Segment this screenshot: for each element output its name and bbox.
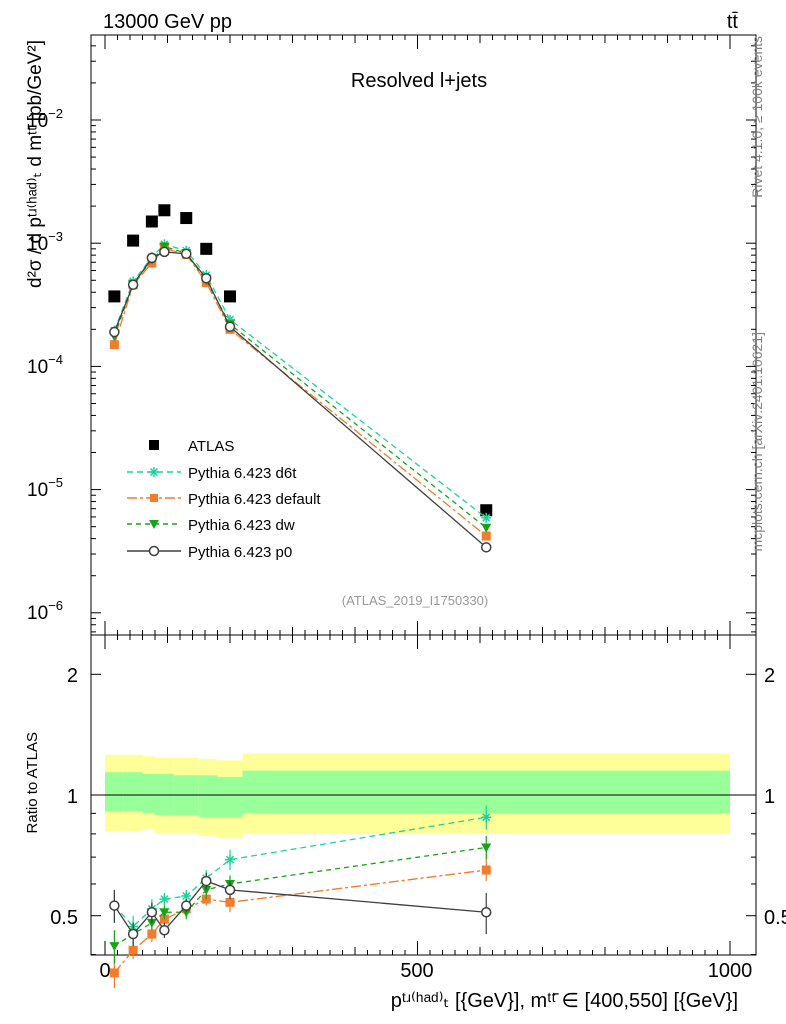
legend-marker-p0: [148, 545, 160, 557]
main-marker-data: [127, 234, 140, 247]
ratio-marker-p0: [146, 907, 158, 918]
ratio-marker-d6t: [159, 894, 170, 905]
main-y-tick-labels: 10−2 10−3 10−4 10−5 10−6: [27, 106, 63, 624]
ratio-marker-default: [128, 945, 138, 955]
mcplots-label: mcplots.cern.ch [arXiv:2401.10621]: [749, 332, 765, 551]
ratio-marker-p0: [159, 924, 170, 936]
legend-marker-d6t: [149, 467, 159, 477]
main-marker-data: [108, 290, 121, 303]
ratio-marker-p0: [127, 928, 139, 940]
main-y-tick-label: 10−3: [27, 229, 63, 255]
ratio-marker-dw: [109, 942, 120, 952]
inner-band-segment: [217, 776, 243, 818]
inner-band-segment: [105, 772, 124, 812]
main-y-tick-label: 10−6: [27, 598, 63, 624]
legend: ATLAS Pythia 6.423 d6t Pythia 6.423 defa…: [127, 438, 321, 561]
main-marker-data: [480, 504, 493, 517]
main-marker-data: [158, 204, 171, 217]
legend-marker-atlas: [149, 440, 159, 450]
inner-band-segment: [123, 772, 143, 812]
ratio-y-axis-label: Ratio to ATLAS: [24, 732, 41, 833]
x-tick-label-1000: 1000: [708, 960, 753, 982]
main-marker-p0: [127, 279, 139, 290]
main-y-tick-label: 10−5: [27, 475, 63, 501]
ratio-marker-dw: [159, 908, 170, 918]
main-y-tick-label: 10−4: [27, 352, 63, 378]
rivet-label: Rivet 4.1.0, ≥ 100k events: [749, 36, 765, 198]
ratio-marker-p0: [481, 907, 492, 918]
main-marker-p0: [146, 252, 158, 264]
ratio-y-tick-left-2: 2: [67, 665, 78, 687]
energy-label: 13000 GeV pp: [103, 11, 232, 33]
ratio-line-dw: [114, 846, 487, 947]
ratio-marker-default: [481, 865, 491, 875]
ratio-marker-dw: [201, 885, 212, 895]
main-y-axis-label: d²σ / d pᵗʴ⁽ʰᵃᵈ⁾ₜ d mᵗᵗ̄ [pb/GeV²]: [25, 40, 46, 288]
legend-label-p0: Pythia 6.423 p0: [188, 544, 292, 561]
x-axis-label: pᵗʴ⁽ʰᵃᵈ⁾ₜ [{GeV}], mᵗᵗ̄ ∈ [400,550] [{Ge…: [391, 990, 738, 1012]
ratio-series-layer: [109, 805, 492, 989]
main-marker-default: [481, 531, 491, 541]
main-marker-p0: [224, 321, 236, 332]
ratio-marker-dw: [146, 918, 157, 928]
uncertainty-bands: [105, 753, 730, 839]
legend-label-d6t: Pythia 6.423 d6t: [188, 465, 297, 482]
reference-label: (ATLAS_2019_I1750330): [342, 593, 488, 608]
inner-band-segment: [198, 775, 218, 818]
legend-label-atlas: ATLAS: [188, 438, 234, 455]
x-tick-label-0: 0: [99, 960, 110, 982]
ratio-marker-default: [225, 897, 235, 907]
ratio-marker-dw: [481, 843, 492, 853]
ratio-marker-p0: [109, 900, 120, 911]
ratio-y-tick-left-1: 1: [67, 786, 78, 808]
ratio-marker-dw: [181, 908, 192, 918]
main-marker-d6t: [481, 512, 492, 523]
ratio-y-tick-left-05: 0.5: [50, 907, 78, 929]
ratio-y-tick-right-05: 0.5: [764, 907, 786, 929]
series-layer: [108, 204, 493, 553]
main-marker-data: [224, 290, 236, 303]
main-marker-dw: [481, 523, 492, 533]
ratio-marker-p0: [181, 900, 192, 911]
legend-marker-dw: [149, 520, 159, 529]
main-line-dw: [113, 245, 487, 529]
main-y-tick-label: 10−2: [27, 106, 63, 132]
ratio-y-tick-right-1: 1: [764, 786, 775, 808]
legend-label-dw: Pythia 6.423 dw: [188, 517, 295, 534]
main-line-p0: [113, 251, 487, 548]
main-marker-p0: [481, 542, 492, 553]
main-marker-data: [180, 212, 193, 225]
ratio-marker-d6t: [481, 812, 492, 823]
ratio-marker-default: [147, 929, 157, 939]
ratio-line-default: [113, 869, 487, 974]
ratio-marker-d6t: [225, 854, 235, 865]
main-marker-data: [145, 215, 158, 228]
main-marker-p0: [201, 272, 212, 284]
x-tick-label-500: 500: [400, 960, 433, 982]
main-line-d6t: [113, 243, 487, 519]
ratio-marker-default: [109, 968, 119, 978]
main-marker-default: [109, 340, 119, 350]
main-marker-p0: [109, 326, 120, 338]
legend-marker-default: [150, 494, 158, 502]
process-label: tt̄: [727, 11, 739, 33]
main-marker-data: [200, 242, 213, 255]
main-marker-p0: [181, 248, 192, 260]
ratio-marker-p0: [201, 875, 212, 887]
inner-band-segment: [142, 773, 155, 814]
ratio-line-p0: [113, 880, 487, 936]
main-marker-p0: [159, 246, 170, 258]
ratio-y-tick-right-2: 2: [764, 665, 775, 687]
axis-ticks: [91, 35, 756, 956]
legend-label-default: Pythia 6.423 default: [188, 491, 321, 508]
plot-title: Resolved l+jets: [351, 70, 487, 92]
ratio-marker-p0: [224, 884, 236, 896]
